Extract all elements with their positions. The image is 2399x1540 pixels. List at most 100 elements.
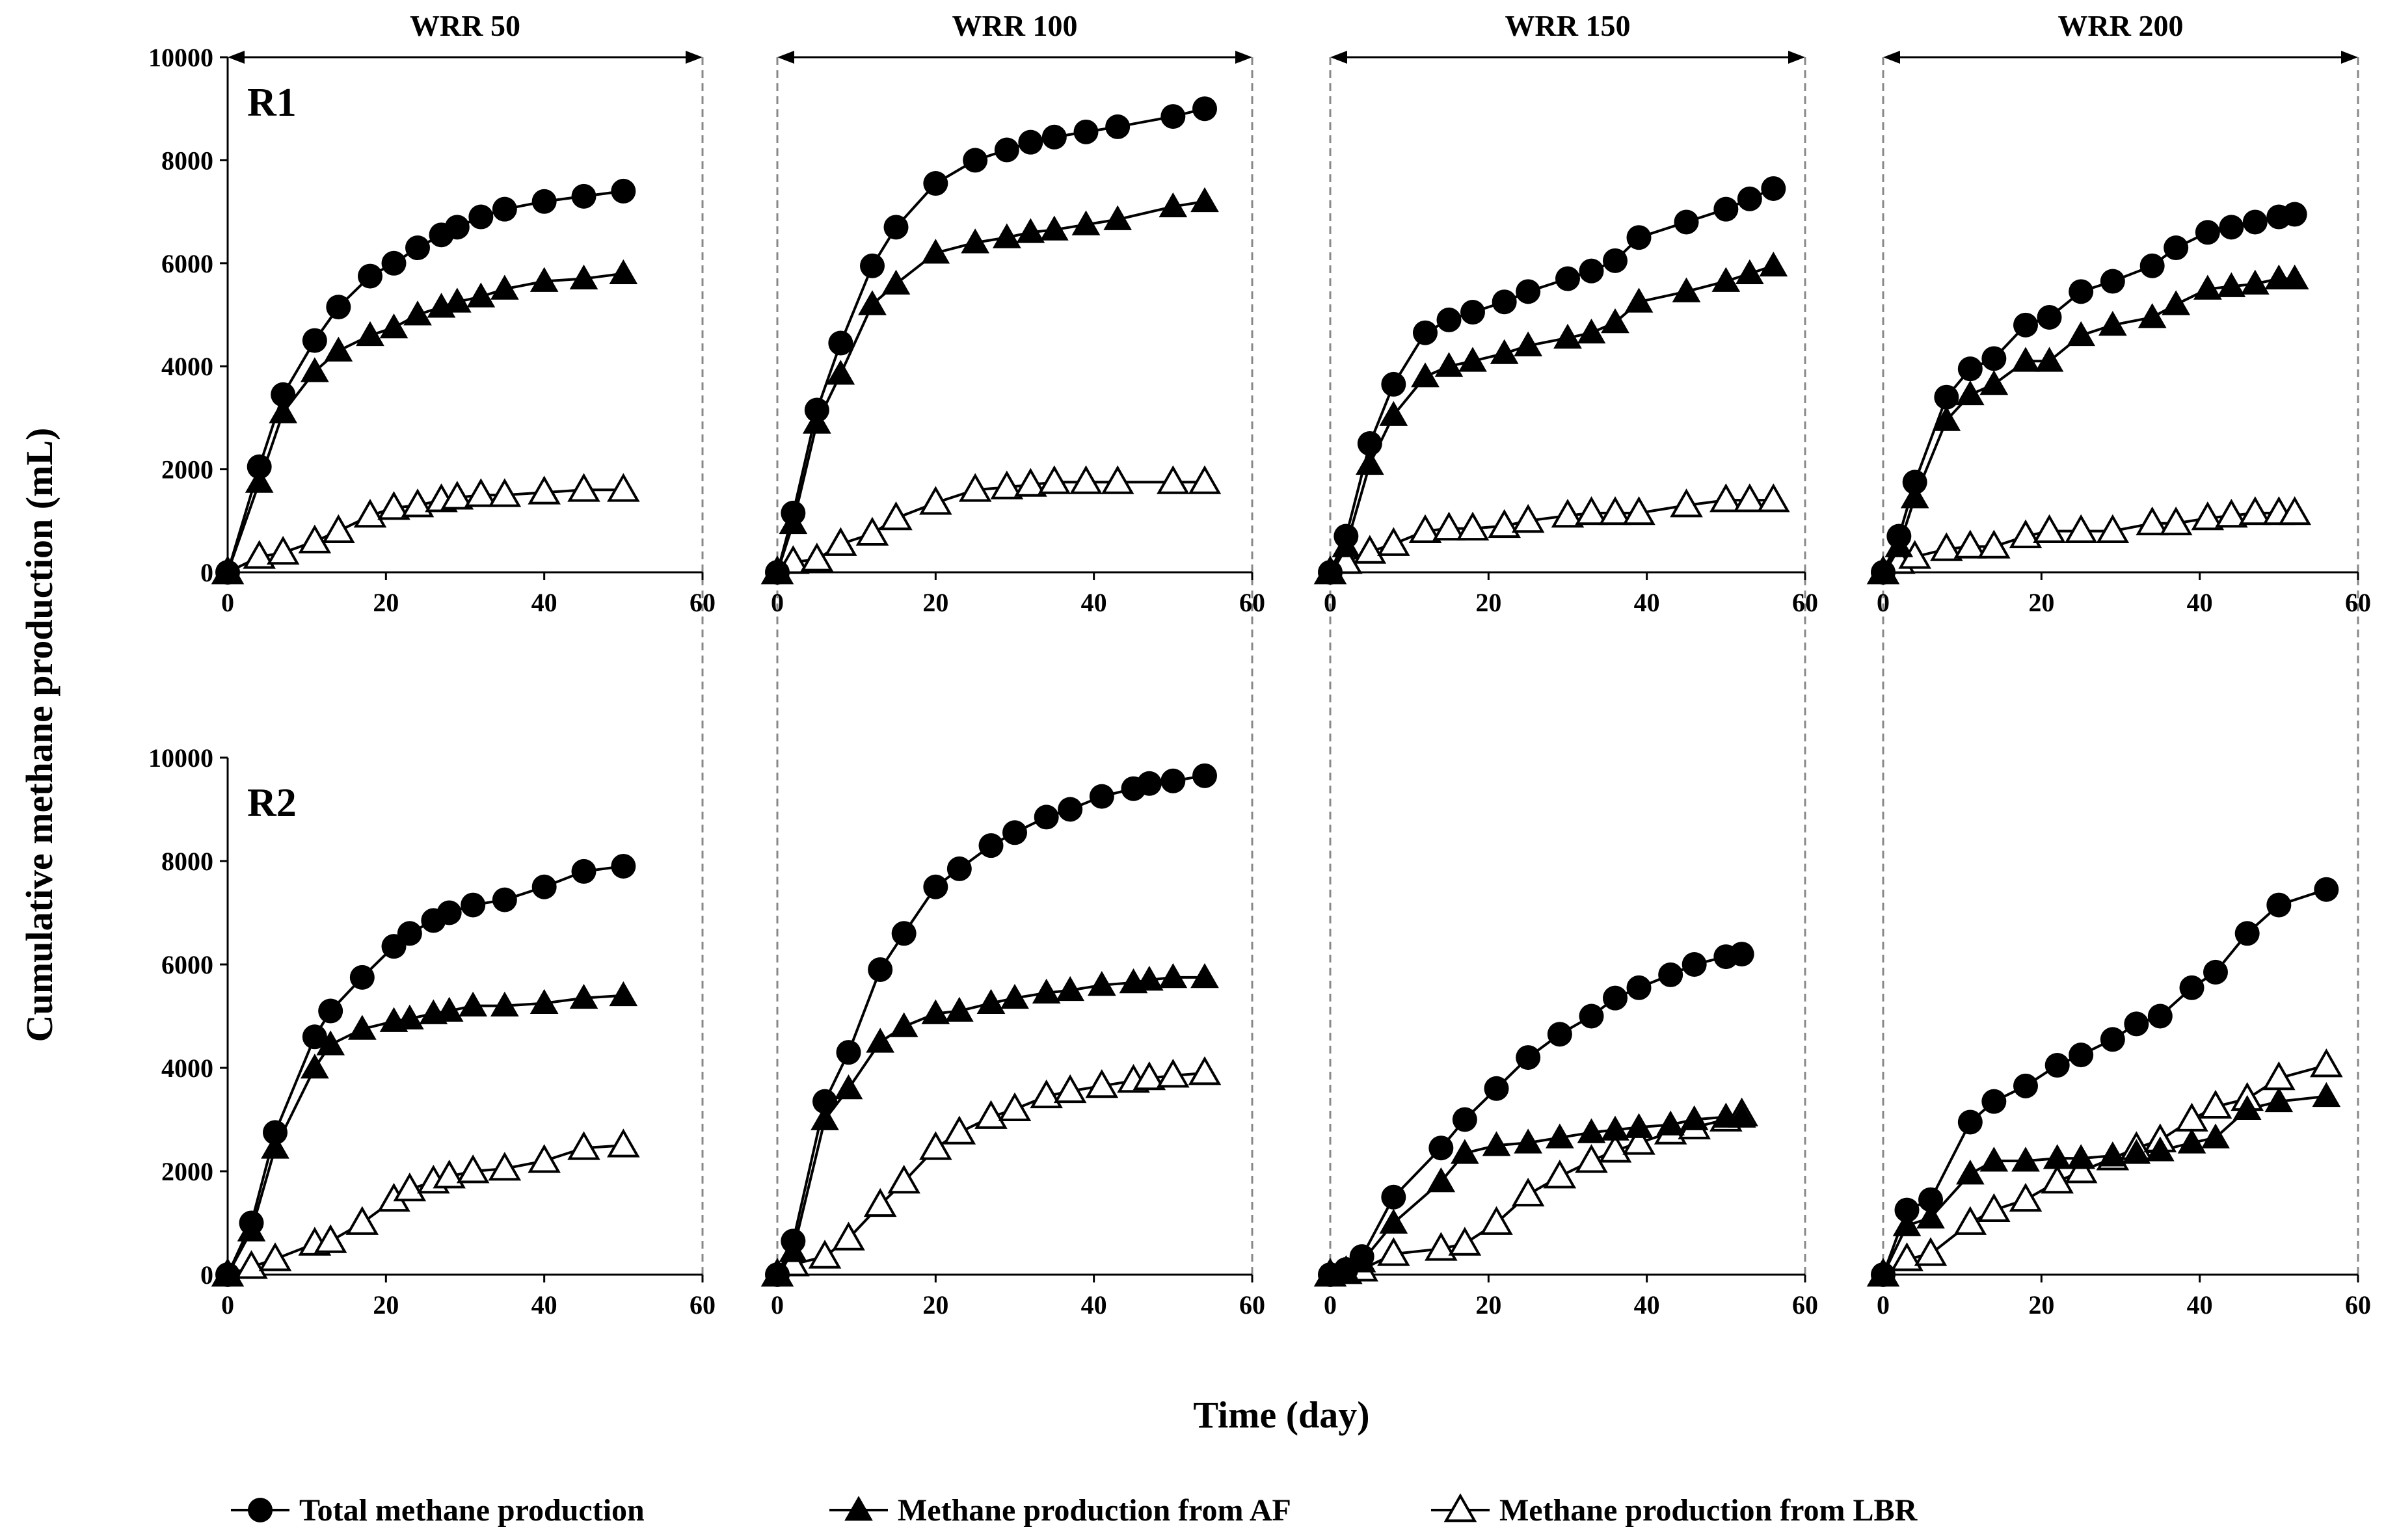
data-point xyxy=(2044,1053,2070,1078)
data-point xyxy=(1425,1232,1458,1261)
data-point xyxy=(1543,1160,1577,1189)
data-point xyxy=(883,215,909,240)
data-point xyxy=(1381,371,1406,397)
period-arrow-left xyxy=(1330,51,1347,64)
data-point xyxy=(461,892,486,918)
data-point xyxy=(1484,1076,1509,1101)
data-point xyxy=(1626,975,1652,1000)
data-point xyxy=(1377,1237,1410,1266)
data-point xyxy=(2219,215,2244,240)
y-tick-label: 8000 xyxy=(161,847,213,876)
data-point xyxy=(1490,339,1519,364)
data-point xyxy=(961,228,990,254)
data-point xyxy=(811,1105,839,1130)
data-point xyxy=(345,1206,379,1235)
data-point xyxy=(1930,532,1963,561)
data-point xyxy=(393,1172,427,1202)
data-point xyxy=(1030,1079,1063,1109)
period-header-label: WRR 200 xyxy=(2058,9,2184,42)
legend-item-2: Methane production from AF xyxy=(829,1493,1291,1528)
data-point xyxy=(490,274,519,300)
data-point xyxy=(945,996,974,1022)
data-point xyxy=(2100,269,2125,294)
data-point xyxy=(1598,496,1632,525)
data-point xyxy=(943,1115,976,1145)
period-arrow-left xyxy=(1883,51,1900,64)
data-point xyxy=(271,382,296,407)
data-point xyxy=(1159,192,1188,218)
data-point xyxy=(2310,1048,2343,1078)
data-point xyxy=(2035,347,2064,372)
data-point xyxy=(1601,1115,1629,1141)
data-point xyxy=(1892,1211,1922,1236)
legend-marker xyxy=(1443,1493,1477,1522)
period-header-label: WRR 100 xyxy=(952,9,1078,42)
data-point xyxy=(994,137,1019,163)
x-tick-label: 20 xyxy=(1475,588,1501,617)
data-point xyxy=(215,560,240,585)
data-point xyxy=(269,398,298,423)
data-point xyxy=(1713,196,1739,222)
data-point xyxy=(1553,323,1582,349)
period-arrow-right xyxy=(686,51,703,64)
x-tick-label: 60 xyxy=(1239,588,1265,617)
data-point xyxy=(300,357,329,382)
data-point xyxy=(1159,963,1188,989)
data-point xyxy=(405,235,430,261)
data-point xyxy=(1871,560,1896,585)
series-line xyxy=(1330,1115,1742,1276)
data-point xyxy=(2009,1182,2043,1212)
data-point xyxy=(889,1012,918,1037)
data-point xyxy=(978,833,1004,858)
data-point xyxy=(1016,218,1045,243)
data-point xyxy=(263,1120,288,1145)
period-header-3: WRR 150 xyxy=(1330,9,1805,64)
data-point xyxy=(2122,1139,2151,1164)
data-point xyxy=(314,1224,347,1253)
data-point xyxy=(1733,483,1767,512)
x-tick-label: 0 xyxy=(221,588,234,617)
x-tick-label: 40 xyxy=(2187,1290,2213,1320)
data-point xyxy=(1379,1208,1408,1234)
data-point xyxy=(1955,380,1985,406)
data-point xyxy=(1759,251,1788,277)
panel-r2-wrr-100: 0 20 40 60 xyxy=(760,763,1265,1320)
data-point xyxy=(1977,529,2011,559)
data-point xyxy=(567,473,600,502)
data-point xyxy=(261,1134,289,1159)
series-line xyxy=(227,1144,624,1276)
data-point xyxy=(1914,1237,1948,1266)
legend: Total methane production Methane producti… xyxy=(231,1493,1918,1528)
period-arrow-left xyxy=(777,51,794,64)
data-point xyxy=(879,501,913,531)
data-point xyxy=(2064,514,2098,544)
data-point xyxy=(1160,768,1186,793)
data-point xyxy=(800,542,834,572)
x-tick-label: 0 xyxy=(1324,1290,1337,1320)
data-point xyxy=(440,481,474,510)
data-point xyxy=(324,336,353,362)
data-point xyxy=(824,527,857,556)
data-point xyxy=(1014,468,1047,497)
x-tick-label: 60 xyxy=(2345,588,2371,617)
data-point xyxy=(1737,186,1762,211)
panel-r1-wrr-200: 0 20 40 60 xyxy=(1866,202,2371,617)
x-tick-label: 20 xyxy=(2028,588,2054,617)
data-point xyxy=(2064,1154,2098,1184)
data-point xyxy=(2234,921,2260,946)
series-line xyxy=(1882,888,2327,1275)
data-point xyxy=(765,560,790,585)
data-point xyxy=(832,1221,865,1251)
data-point xyxy=(1656,1110,1685,1135)
data-point xyxy=(863,1188,897,1217)
data-point xyxy=(298,524,332,553)
data-point xyxy=(1953,1206,1987,1235)
data-point xyxy=(2266,892,2292,918)
data-point xyxy=(836,1040,861,1065)
period-arrow-right xyxy=(1788,51,1805,64)
data-point xyxy=(607,1128,640,1158)
data-point xyxy=(1514,1128,1543,1154)
data-point xyxy=(1670,488,1703,518)
data-point xyxy=(567,1131,600,1160)
data-point xyxy=(781,500,806,525)
